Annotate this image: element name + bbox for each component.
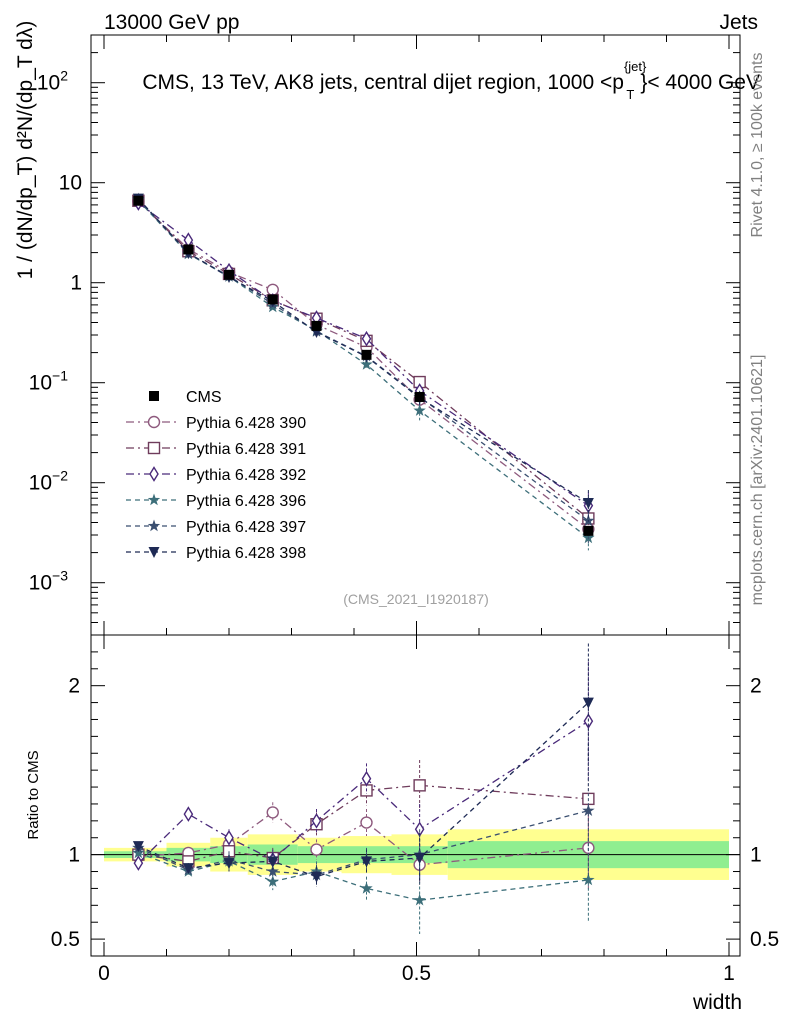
series-point-ratio — [182, 863, 194, 875]
series-point-ratio — [361, 770, 372, 787]
legend: CMS Pythia 6.428 390 Pythia 6.428 391 Pythi… — [126, 389, 306, 562]
data-point — [267, 294, 278, 305]
legend-label: Pythia 6.428 396 — [186, 493, 306, 510]
x-tick-label: 0.5 — [402, 962, 431, 985]
legend-label: Pythia 6.428 390 — [186, 415, 306, 432]
legend-marker — [147, 441, 161, 455]
y-tick-label: 10−3 — [29, 568, 69, 595]
series-line-ratio — [138, 810, 589, 876]
legend-marker — [147, 519, 161, 532]
title-end: }< 4000 GeV — [640, 71, 760, 94]
legend-label: Pythia 6.428 398 — [186, 545, 306, 562]
data-point — [133, 195, 144, 206]
series-point-main — [360, 358, 373, 370]
ylabel-main: 1 / (dN/dp_T) d²N/(dp_T dλ) — [14, 21, 37, 280]
ratio-frame — [90, 634, 741, 957]
series-line-ratio — [137, 720, 589, 864]
series-point-ratio — [360, 881, 373, 894]
ratio-tick-label-right: 2 — [750, 675, 762, 698]
watermark: (CMS_2021_I1920187) — [343, 591, 489, 607]
legend-marker-data — [149, 391, 159, 401]
legend-label-data: CMS — [186, 389, 222, 406]
series-point-ratio — [310, 843, 323, 856]
ylabel-ratio: Ratio to CMS — [25, 750, 42, 839]
series-point-main — [582, 497, 594, 509]
header-left: 13000 GeV pp — [104, 11, 239, 34]
series-point-ratio — [413, 779, 426, 792]
ratio-tick-label-left: 2 — [68, 675, 80, 698]
series-point-ratio — [267, 856, 279, 868]
data-point — [361, 349, 372, 360]
series-point-ratio — [361, 856, 372, 868]
y-tick-label: 102 — [37, 68, 68, 95]
y-tick-label: 1 — [70, 272, 82, 295]
y-tick-label: 10 — [59, 172, 82, 195]
y-tick-label: 10−2 — [29, 468, 69, 495]
header-right: Jets — [719, 11, 758, 34]
series-line-ratio — [138, 784, 589, 863]
tick-labels: 0 0.5 1 10−3 10−2 10−1 1 10 102 0.5 0.5 1 1 2 2 — [29, 68, 780, 985]
title-superscript: {jet} — [624, 59, 647, 74]
main-series — [132, 192, 595, 551]
chart-title: CMS, 13 TeV, AK8 jets, central dijet reg… — [142, 59, 760, 102]
series-point-ratio — [223, 858, 235, 870]
series-point-ratio — [311, 871, 322, 883]
series-point-ratio — [360, 816, 373, 829]
data-point — [183, 244, 194, 255]
ratio-tick-label-left: 1 — [68, 844, 80, 867]
main-title: CMS, 13 TeV, AK8 jets, central dijet reg… — [142, 59, 760, 102]
data-point — [224, 269, 234, 280]
series-point-ratio — [266, 806, 279, 819]
side-text-bottom: mcplots.cern.ch [arXiv:2401.10621] — [749, 355, 766, 606]
legend-label: Pythia 6.428 397 — [186, 519, 306, 536]
xlabel: width — [692, 991, 742, 1014]
series-point-ratio — [266, 875, 279, 887]
series-point-ratio — [133, 855, 144, 871]
legend-label: Pythia 6.428 392 — [186, 467, 306, 484]
data-point — [311, 320, 322, 331]
series-point-ratio — [582, 697, 594, 709]
series-point-ratio — [183, 806, 194, 822]
series-point-ratio — [132, 846, 145, 859]
y-tick-label: 10−1 — [29, 368, 69, 395]
series-point-ratio — [266, 865, 279, 877]
ratio-series — [132, 643, 595, 935]
series-point-main — [413, 404, 426, 416]
series-line-main — [137, 200, 589, 519]
data-point — [583, 525, 594, 536]
series-line-main — [137, 202, 589, 507]
series-point-ratio — [132, 841, 144, 853]
legend-marker — [147, 415, 161, 429]
title-main: CMS, 13 TeV, AK8 jets, central dijet reg… — [142, 71, 624, 94]
series-point-ratio — [582, 804, 595, 816]
series-line-ratio — [138, 702, 589, 878]
series-line-ratio — [138, 852, 589, 901]
data-point — [414, 391, 425, 402]
series-point-ratio — [582, 873, 595, 886]
series-point-ratio — [224, 829, 234, 846]
series-point-ratio — [413, 893, 426, 906]
series-point-ratio — [414, 853, 426, 865]
ratio-tick-label-right: 0.5 — [750, 928, 779, 951]
x-tick-label: 1 — [723, 962, 735, 985]
ratio-tick-label-left: 0.5 — [51, 928, 80, 951]
series-point-main — [361, 330, 372, 347]
series-point-ratio — [311, 813, 322, 829]
series-line-main — [137, 198, 589, 504]
y-axis-label-main: 1 / (dN/dp_T) d²N/(dp_T dλ) — [14, 21, 37, 280]
legend-label: Pythia 6.428 391 — [186, 441, 306, 458]
title-subscript: T — [626, 87, 634, 102]
legend-marker — [148, 547, 160, 558]
ratio-tick-label-right: 1 — [750, 844, 762, 867]
series-line-ratio — [138, 811, 589, 866]
legend-marker — [149, 466, 159, 482]
side-text-top: Rivet 4.1.0, ≥ 100k events — [749, 53, 766, 238]
legend-marker — [147, 493, 161, 506]
x-tick-label: 0 — [98, 962, 110, 985]
